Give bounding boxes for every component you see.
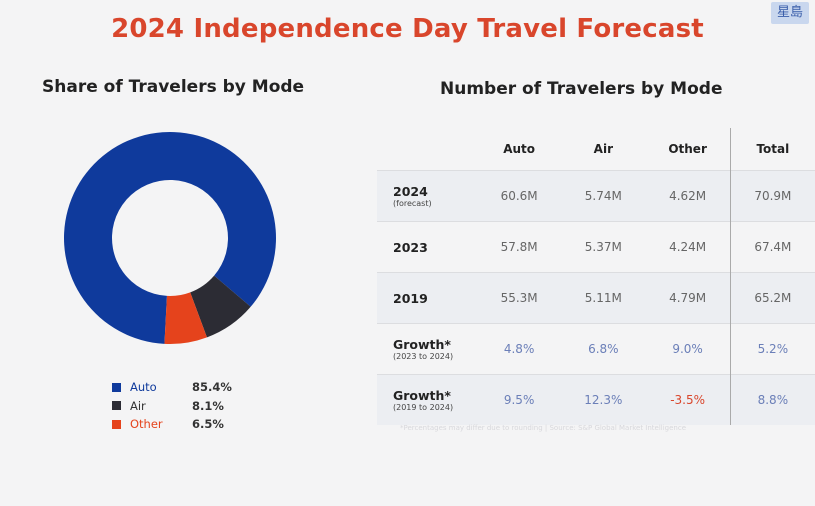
table-cell: -3.5% [645,374,731,425]
table-cell: 55.3M [477,272,562,324]
legend-value: 8.1% [192,398,224,413]
column-header: Auto [503,142,536,156]
legend-item-auto: Auto 85.4% [112,378,232,397]
row-label: Growth* (2023 to 2024) [377,323,477,375]
legend-value: 85.4% [192,380,232,395]
table-row: Growth* (2023 to 2024) 4.8% 6.8% 9.0% 5.2% [377,323,815,375]
row-label-text: Growth* [393,388,451,403]
table-row: 2023 57.8M 5.37M 4.24M 67.4M [377,221,815,273]
row-label: 2019 [377,272,477,324]
table-cell: 6.8% [561,323,646,375]
legend: Auto 85.4% Air 8.1% Other 6.5% [112,378,232,434]
table-cell: 4.79M [645,272,731,324]
table-cell: 70.9M [729,170,815,222]
column-header: Total [729,128,815,171]
legend-swatch [112,382,121,392]
row-label: 2024 (forecast) [377,170,477,222]
legend-item-other: Other 6.5% [112,415,232,434]
donut-slice-auto [63,132,276,344]
column-header: Other [668,142,707,156]
watermark-logo: 星島 [771,2,809,24]
row-label-text: 2019 [393,290,428,306]
table-cell: 5.37M [561,221,646,273]
column-header [377,128,477,171]
table-cell: 8.8% [729,374,815,425]
table-cell: 65.2M [729,272,815,324]
donut-slice-air [190,275,251,338]
table-cell: 4.8% [477,323,562,375]
legend-label: Auto [130,380,157,395]
row-label-text: Growth* [393,337,451,352]
table-cell: 5.74M [561,170,646,222]
table-title: Number of Travelers by Mode [440,79,723,99]
table-cell: 4.62M [645,170,731,222]
footnote: *Percentages may differ due to rounding … [400,424,687,432]
row-sublabel: (2023 to 2024) [393,352,454,361]
donut-title: Share of Travelers by Mode [42,77,305,97]
table-cell: 12.3% [561,374,646,425]
slide-title: 2024 Independence Day Travel Forecast [111,14,704,44]
row-label: 2023 [377,221,477,273]
table-cell: 9.5% [477,374,562,425]
legend-value: 6.5% [192,417,224,432]
legend-swatch [112,401,121,411]
legend-label: Air [130,398,146,413]
row-sublabel: (forecast) [393,199,432,208]
travelers-table: Auto Air Other Total 2024 (forecast) 60.6M 5.7… [377,128,815,425]
table-row: Growth* (2019 to 2024) 9.5% 12.3% -3.5% 8.8% [377,374,815,425]
donut-slice-other [164,292,207,344]
table-cell: 60.6M [477,170,562,222]
table-cell: 5.11M [561,272,646,324]
table-row: 2019 55.3M 5.11M 4.79M 65.2M [377,272,815,324]
legend-item-air: Air 8.1% [112,397,232,416]
legend-swatch [112,419,121,429]
row-label: Growth* (2019 to 2024) [377,374,477,425]
table-cell: 9.0% [645,323,731,375]
row-sublabel: (2019 to 2024) [393,403,454,412]
table-row: 2024 (forecast) 60.6M 5.74M 4.62M 70.9M [377,170,815,222]
table-cell: 5.2% [729,323,815,375]
legend-label: Other [130,417,163,432]
donut-chart [63,132,276,344]
row-label-text: 2023 [393,239,428,255]
table-cell: 57.8M [477,221,562,273]
column-header: Air [593,142,613,156]
row-label-text: 2024 [393,184,428,199]
table-cell: 4.24M [645,221,731,273]
table-cell: 67.4M [729,221,815,273]
